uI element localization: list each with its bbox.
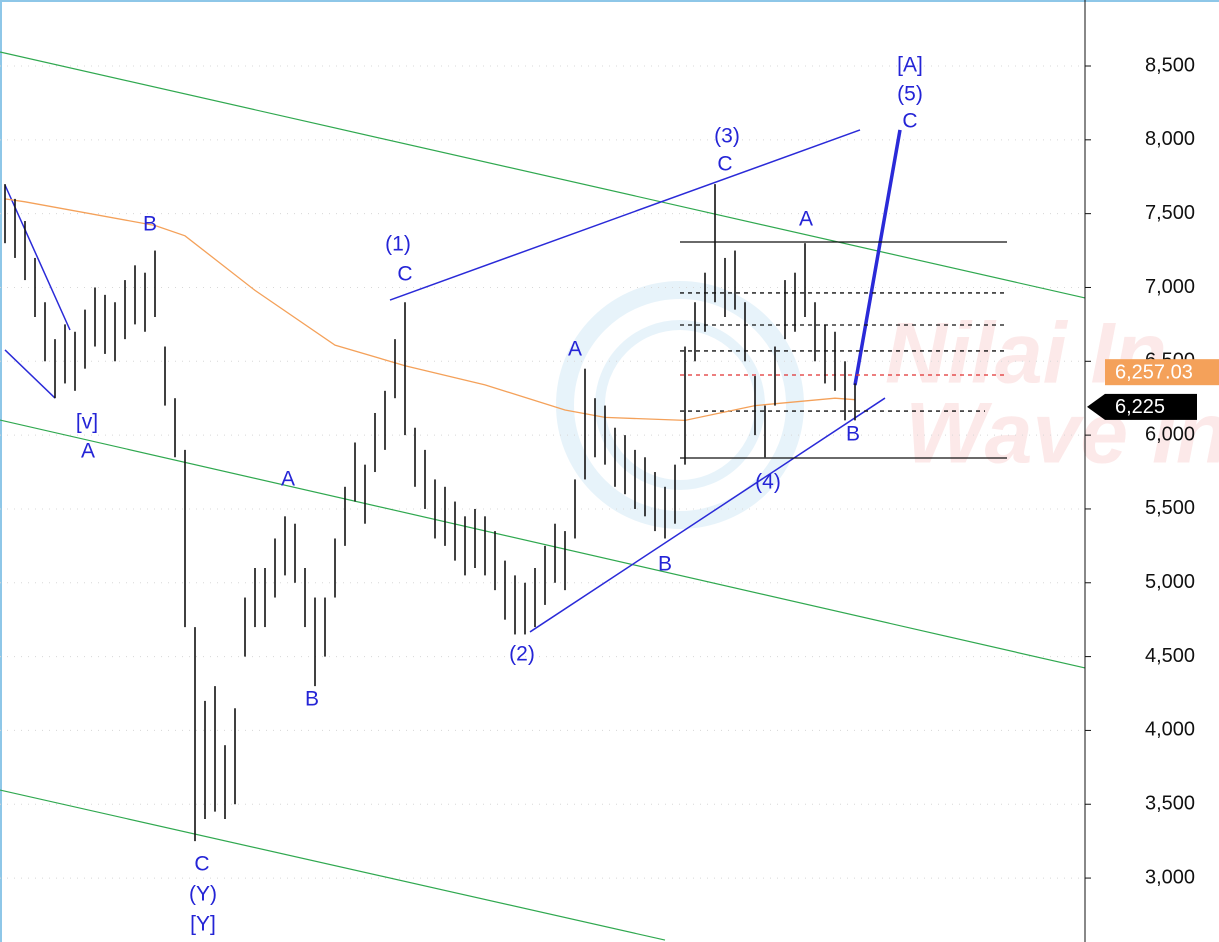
watermark: Nilai In: [885, 306, 1167, 402]
plot: [A] (5) C (3) C A B (1) C A [v] A B (4) A B (2) B C (Y) [Y]: [0, 51, 1086, 941]
trend-line: [4, 184, 71, 331]
y-tick-label: 7,500: [1145, 202, 1195, 224]
price-label-box: [1105, 393, 1197, 420]
wave-label: [A]: [897, 54, 923, 77]
axis: 3,0003,5004,0004,5005,0005,5006,0006,500…: [1085, 54, 1219, 888]
wave-label: B: [305, 688, 319, 711]
wave-label: C: [717, 152, 732, 175]
wave-label: [Y]: [190, 913, 216, 936]
trend-line: [0, 419, 1086, 669]
wave-label: (3): [714, 125, 740, 148]
trend-line: [0, 51, 1086, 299]
wave-label: C: [194, 853, 209, 876]
y-tick-label: 3,500: [1145, 793, 1195, 815]
wave-label: C: [397, 263, 412, 286]
y-tick-label: 8,000: [1145, 128, 1195, 150]
wave-label: (1): [385, 232, 411, 255]
y-tick-label: 5,000: [1145, 571, 1195, 593]
trend-line: [853, 129, 902, 386]
y-tick-label: 4,000: [1145, 719, 1195, 741]
wave-label: B: [846, 423, 860, 446]
price-label: 6,257.03: [1115, 361, 1193, 383]
price-label: 6,225: [1115, 396, 1165, 418]
wave-label: (4): [755, 471, 781, 494]
trend-line: [389, 129, 861, 301]
wave-label: A: [799, 208, 813, 231]
price-label-pointer: [1087, 393, 1105, 420]
y-tick-label: 4,500: [1145, 645, 1195, 667]
y-tick-label: 5,500: [1145, 497, 1195, 519]
wave-label: B: [658, 553, 672, 576]
trend-line: [0, 789, 666, 941]
y-tick-label: 7,000: [1145, 276, 1195, 298]
wave-label: A: [568, 338, 582, 361]
wave-label: (2): [509, 643, 535, 666]
y-tick-label: 8,500: [1145, 54, 1195, 76]
y-tick-label: 6,000: [1145, 423, 1195, 445]
wave-label: (Y): [189, 883, 217, 906]
wave-label: C: [902, 110, 917, 133]
trend-line: [529, 397, 886, 633]
wave-label: A: [81, 440, 95, 463]
wave-label: A: [281, 468, 295, 491]
wave-label: B: [143, 213, 157, 236]
price-label-box: [1105, 359, 1219, 386]
wave-label: [v]: [76, 411, 98, 434]
y-tick-label: 3,000: [1145, 866, 1195, 888]
moving-average: [4, 198, 856, 422]
wave-label: (5): [897, 82, 923, 105]
trend-line: [4, 349, 56, 399]
